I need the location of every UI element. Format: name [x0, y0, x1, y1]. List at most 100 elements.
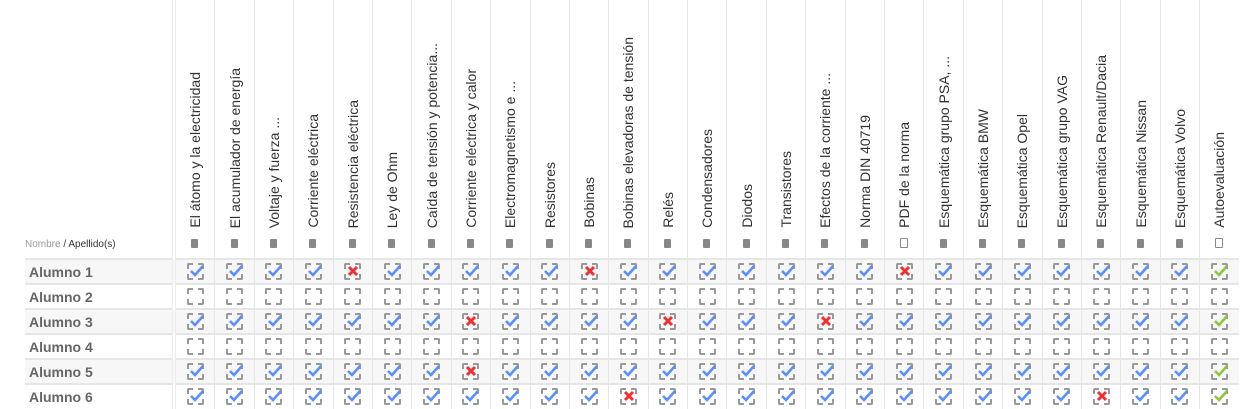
completed-check-icon[interactable] [304, 362, 322, 380]
incomplete-box-icon[interactable] [226, 287, 244, 305]
incomplete-box-icon[interactable] [935, 287, 953, 305]
completed-check-icon[interactable] [1013, 388, 1031, 406]
failed-x-icon[interactable] [659, 312, 677, 330]
activity-link[interactable]: Esquemática Opel [1014, 113, 1031, 228]
completed-check-icon[interactable] [1013, 312, 1031, 330]
incomplete-box-icon[interactable] [1171, 287, 1189, 305]
completed-check-icon[interactable] [619, 262, 637, 280]
completed-check-icon[interactable] [383, 312, 401, 330]
completed-check-icon[interactable] [738, 262, 756, 280]
completed-check-icon[interactable] [1053, 262, 1071, 280]
student-name[interactable]: Alumno 2 [25, 283, 176, 309]
completed-check-icon[interactable] [541, 262, 559, 280]
completed-check-icon[interactable] [1132, 312, 1150, 330]
activity-link[interactable]: Bobinas [581, 177, 598, 228]
incomplete-box-icon[interactable] [1013, 337, 1031, 355]
completed-check-icon[interactable] [423, 388, 441, 406]
completed-check-icon[interactable] [1171, 388, 1189, 406]
incomplete-box-icon[interactable] [738, 287, 756, 305]
completed-check-icon[interactable] [344, 388, 362, 406]
completed-check-icon[interactable] [186, 262, 204, 280]
completed-check-icon[interactable] [777, 312, 795, 330]
incomplete-box-icon[interactable] [974, 287, 992, 305]
incomplete-box-icon[interactable] [619, 287, 637, 305]
completed-check-icon[interactable] [1171, 262, 1189, 280]
failed-x-icon[interactable] [344, 262, 362, 280]
incomplete-box-icon[interactable] [1053, 287, 1071, 305]
incomplete-box-icon[interactable] [541, 337, 559, 355]
activity-link[interactable]: Autoevaluación [1211, 132, 1228, 228]
incomplete-box-icon[interactable] [659, 337, 677, 355]
completed-check-icon[interactable] [541, 362, 559, 380]
incomplete-box-icon[interactable] [344, 287, 362, 305]
incomplete-box-icon[interactable] [777, 337, 795, 355]
completed-check-icon[interactable] [541, 312, 559, 330]
completed-check-icon[interactable] [777, 262, 795, 280]
completed-check-icon[interactable] [265, 388, 283, 406]
activity-link[interactable]: Esquemática Renault/Dacia [1093, 55, 1110, 228]
activity-link[interactable]: Bobinas elevadoras de tensión [620, 36, 637, 228]
completed-check-icon[interactable] [580, 312, 598, 330]
completed-check-icon[interactable] [698, 262, 716, 280]
incomplete-box-icon[interactable] [186, 287, 204, 305]
completed-check-icon[interactable] [265, 262, 283, 280]
completed-check-icon[interactable] [541, 388, 559, 406]
completed-check-icon[interactable] [304, 388, 322, 406]
activity-link[interactable]: PDF de la norma [896, 122, 913, 228]
incomplete-box-icon[interactable] [1092, 337, 1110, 355]
completed-check-icon[interactable] [738, 362, 756, 380]
incomplete-box-icon[interactable] [580, 287, 598, 305]
completed-check-icon[interactable] [816, 262, 834, 280]
incomplete-box-icon[interactable] [1210, 287, 1228, 305]
completed-check-icon[interactable] [383, 262, 401, 280]
completed-check-icon[interactable] [462, 388, 480, 406]
incomplete-box-icon[interactable] [423, 337, 441, 355]
completed-check-icon[interactable] [304, 312, 322, 330]
completed-check-icon[interactable] [935, 362, 953, 380]
incomplete-box-icon[interactable] [1053, 337, 1071, 355]
completed-check-icon[interactable] [1092, 362, 1110, 380]
completed-check-icon[interactable] [698, 312, 716, 330]
completed-check-icon[interactable] [974, 312, 992, 330]
incomplete-box-icon[interactable] [462, 287, 480, 305]
completed-check-icon[interactable] [1013, 362, 1031, 380]
incomplete-box-icon[interactable] [1171, 337, 1189, 355]
incomplete-box-icon[interactable] [344, 337, 362, 355]
completed-check-icon[interactable] [226, 362, 244, 380]
failed-x-icon[interactable] [1092, 388, 1110, 406]
activity-link[interactable]: Esquemática grupo PSA, ... [935, 56, 952, 228]
incomplete-box-icon[interactable] [619, 337, 637, 355]
incomplete-box-icon[interactable] [974, 337, 992, 355]
completed-check-icon[interactable] [895, 362, 913, 380]
passed-check-icon[interactable] [1210, 362, 1228, 380]
failed-x-icon[interactable] [580, 262, 598, 280]
incomplete-box-icon[interactable] [186, 337, 204, 355]
completed-check-icon[interactable] [1132, 362, 1150, 380]
activity-link[interactable]: El acumulador de energía [226, 67, 243, 228]
completed-check-icon[interactable] [659, 262, 677, 280]
completed-check-icon[interactable] [344, 362, 362, 380]
completed-check-icon[interactable] [186, 312, 204, 330]
completed-check-icon[interactable] [1053, 388, 1071, 406]
completed-check-icon[interactable] [777, 388, 795, 406]
student-name[interactable]: Alumno 4 [25, 333, 176, 359]
activity-link[interactable]: Diodos [738, 184, 755, 228]
completed-check-icon[interactable] [501, 262, 519, 280]
incomplete-box-icon[interactable] [580, 337, 598, 355]
completed-check-icon[interactable] [738, 388, 756, 406]
completed-check-icon[interactable] [580, 362, 598, 380]
passed-check-icon[interactable] [1210, 262, 1228, 280]
completed-check-icon[interactable] [1053, 312, 1071, 330]
incomplete-box-icon[interactable] [265, 337, 283, 355]
incomplete-box-icon[interactable] [226, 337, 244, 355]
incomplete-box-icon[interactable] [935, 337, 953, 355]
activity-link[interactable]: Esquemática Nissan [1132, 100, 1149, 228]
sort-first-name-link[interactable]: Nombre [25, 239, 61, 250]
completed-check-icon[interactable] [619, 362, 637, 380]
activity-link[interactable]: Ley de Ohm [384, 151, 401, 228]
activity-link[interactable]: Transistores [778, 151, 795, 228]
failed-x-icon[interactable] [619, 388, 637, 406]
completed-check-icon[interactable] [974, 262, 992, 280]
activity-link[interactable]: Efectos de la corriente ... [817, 73, 834, 228]
failed-x-icon[interactable] [462, 312, 480, 330]
